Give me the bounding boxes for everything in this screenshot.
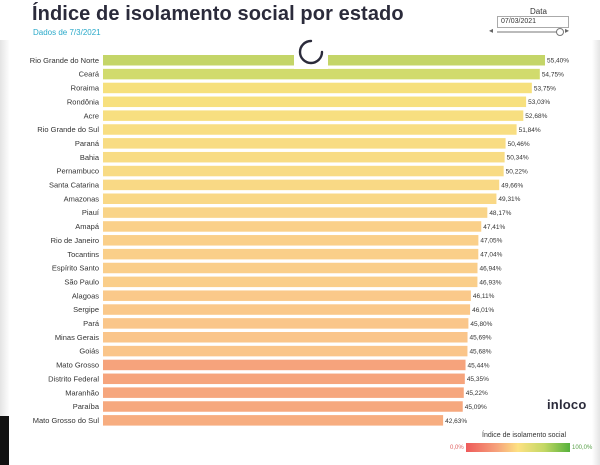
bar[interactable]	[103, 387, 464, 398]
value-label: 55,40%	[547, 58, 569, 65]
category-label: Espírito Santo	[52, 264, 99, 273]
category-label: Rondônia	[67, 97, 100, 106]
bar[interactable]	[103, 332, 468, 343]
value-label: 45,80%	[470, 321, 492, 328]
bar[interactable]	[103, 276, 478, 288]
category-label: Rio de Janeiro	[51, 236, 99, 245]
category-label: Paraná	[75, 139, 100, 148]
value-label: 49,66%	[501, 182, 523, 189]
category-label: Maranhão	[65, 388, 99, 397]
right-edge-shadow	[592, 40, 600, 465]
value-label: 53,75%	[534, 85, 556, 92]
category-label: Rio Grande do Sul	[37, 125, 99, 134]
left-edge-shadow	[0, 40, 10, 465]
value-label: 45,44%	[468, 362, 490, 369]
category-label: Mato Grosso do Sul	[33, 416, 100, 425]
legend-min-label: 0,0%	[450, 445, 464, 451]
category-label: Piauí	[82, 208, 100, 217]
category-label: Sergipe	[73, 305, 99, 314]
value-label: 50,46%	[508, 141, 530, 148]
value-label: 46,01%	[472, 307, 494, 314]
category-label: Acre	[84, 111, 99, 120]
bar[interactable]	[103, 359, 466, 371]
bar[interactable]	[103, 68, 540, 80]
category-label: Bahia	[80, 153, 100, 162]
inloco-logo: inloco	[547, 397, 587, 412]
category-label: Minas Gerais	[55, 333, 99, 342]
date-slider-thumb[interactable]	[556, 28, 564, 36]
category-label: Amapá	[75, 222, 100, 231]
category-label: Distrito Federal	[48, 374, 99, 383]
category-label: Rio Grande do Norte	[30, 56, 99, 65]
slider-right-arrow-icon[interactable]: ▸	[565, 26, 570, 35]
category-label: Alagoas	[72, 291, 99, 300]
loading-spinner-icon	[294, 35, 328, 69]
bar[interactable]	[103, 345, 468, 357]
bar[interactable]	[103, 165, 504, 177]
value-label: 45,09%	[465, 404, 487, 411]
bar[interactable]	[103, 124, 517, 135]
category-label: Pará	[83, 319, 100, 328]
value-label: 46,94%	[480, 265, 502, 272]
legend-color-scale	[466, 443, 570, 452]
bar[interactable]	[103, 110, 524, 121]
bar[interactable]	[103, 262, 478, 274]
bar[interactable]	[103, 96, 527, 108]
value-label: 51,84%	[519, 127, 541, 134]
value-label: 46,11%	[473, 293, 495, 300]
bar[interactable]	[103, 235, 479, 246]
date-filter-input[interactable]: 07/03/2021	[497, 16, 569, 28]
category-label: Goiás	[79, 347, 99, 356]
bar[interactable]	[103, 401, 463, 412]
legend-title: Índice de isolamento social	[482, 432, 567, 439]
bar[interactable]	[103, 290, 471, 301]
legend-max-label: 100,0%	[572, 445, 593, 451]
value-label: 48,17%	[489, 210, 511, 217]
category-label: Ceará	[79, 70, 100, 79]
value-label: 50,22%	[506, 168, 528, 175]
value-label: 47,04%	[480, 252, 502, 259]
category-label: Pernambuco	[56, 167, 99, 176]
value-label: 53,03%	[528, 99, 550, 106]
value-label: 45,69%	[470, 335, 492, 342]
bar[interactable]	[103, 318, 469, 329]
category-label: Mato Grosso	[56, 361, 99, 370]
bar[interactable]	[103, 82, 532, 94]
bar[interactable]	[103, 373, 465, 385]
date-filter-label: Data	[530, 7, 547, 16]
value-label: 45,68%	[469, 349, 491, 356]
value-label: 52,68%	[525, 113, 547, 120]
value-label: 47,41%	[483, 224, 505, 231]
bar[interactable]	[103, 304, 471, 315]
category-label: Santa Catarina	[49, 181, 100, 190]
value-label: 46,93%	[479, 279, 501, 286]
bar[interactable]	[103, 179, 500, 191]
category-label: Tocantins	[67, 250, 99, 259]
bar[interactable]	[103, 151, 505, 163]
bar[interactable]	[103, 248, 479, 260]
value-label: 42,63%	[445, 418, 467, 425]
value-label: 47,05%	[480, 238, 502, 245]
category-label: São Paulo	[64, 277, 99, 286]
bar[interactable]	[103, 207, 488, 218]
value-label: 45,35%	[467, 376, 489, 383]
bar[interactable]	[103, 415, 444, 426]
category-label: Amazonas	[64, 194, 100, 203]
date-slider[interactable]	[497, 28, 564, 36]
category-label: Paraíba	[73, 402, 100, 411]
value-label: 49,31%	[498, 196, 520, 203]
bar[interactable]	[103, 138, 506, 149]
value-label: 45,22%	[466, 390, 488, 397]
value-label: 54,75%	[542, 72, 564, 79]
bar[interactable]	[103, 193, 497, 205]
dark-corner-block	[0, 416, 9, 465]
bar[interactable]	[103, 221, 482, 232]
slider-left-arrow-icon[interactable]: ◂	[489, 26, 494, 35]
page-title: Índice de isolamento social por estado	[32, 3, 404, 25]
value-label: 50,34%	[507, 155, 529, 162]
page-subtitle: Dados de 7/3/2021	[33, 28, 101, 37]
category-label: Roraima	[71, 84, 100, 93]
